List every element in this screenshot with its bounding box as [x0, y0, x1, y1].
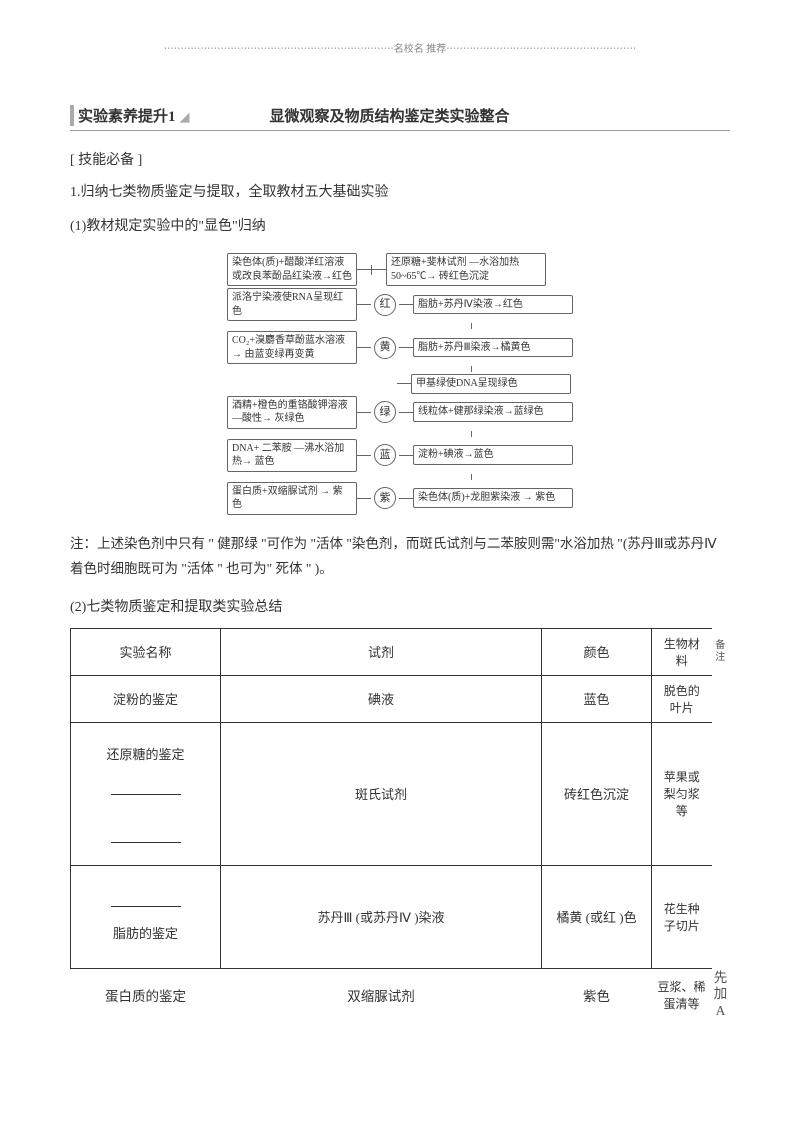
intro-2: (1)教材规定实验中的"显色"归纳 [70, 213, 730, 241]
cell-mat-3: 豆浆、稀蛋清等 [652, 968, 712, 1021]
blank [111, 829, 181, 843]
skill-label: [ 技能必备 ] [70, 149, 730, 169]
diagram-right-6: 染色体(质)+龙胆紫染液 → 紫色 [413, 488, 573, 508]
title-left: 实验素养提升1 [70, 105, 176, 126]
diagram-right-4: 线粒体+健那绿染液→蓝绿色 [413, 402, 573, 422]
cell-reagent-3: 双缩脲试剂 [221, 968, 542, 1021]
cell-note-1 [712, 722, 730, 865]
cell-name-2: 脂肪的鉴定 [71, 865, 221, 968]
cell-name-1: 还原糖的鉴定 [71, 722, 221, 865]
diagram-note: 注：上述染色剂中只有 " 健那绿 "可作为 "活体 "染色剂，而斑氏试剂与二苯胺… [70, 531, 730, 582]
summary-table: 实验名称 试剂 颜色 生物材料 备注 淀粉的鉴定 碘液 蓝色 脱色的叶片 还原糖… [70, 628, 730, 1021]
th-color: 颜色 [542, 628, 652, 675]
title-row: 实验素养提升1 ◢ 显微观察及物质结构鉴定类实验整合 [70, 105, 730, 131]
cell-mat-1: 苹果或梨匀浆等 [652, 722, 712, 865]
diagram-left-2: CO₂+溴麝香草酚蓝水溶液→ 由蓝变绿再变黄 [227, 331, 357, 364]
diagram-right-2: 脂肪+苏丹Ⅲ染液→橘黄色 [413, 338, 573, 358]
table-row: 还原糖的鉴定 斑氏试剂 砖红色沉淀 苹果或梨匀浆等 [71, 722, 730, 865]
page-header: ⋯⋯⋯⋯⋯⋯⋯⋯⋯⋯⋯⋯⋯⋯⋯⋯⋯⋯⋯⋯⋯⋯⋯名校名 推荐⋯⋯⋯⋯⋯⋯⋯⋯⋯⋯⋯… [70, 40, 730, 55]
cell-color-3: 紫色 [542, 968, 652, 1021]
diagram-right-5: 淀粉+碘液→蓝色 [413, 445, 573, 465]
circle-green: 绿 [374, 401, 396, 423]
th-reagent: 试剂 [221, 628, 542, 675]
diagram-left-1: 派洛宁染液使RNA呈现红色 [227, 288, 357, 321]
th-notes: 备注 [712, 628, 730, 675]
color-diagram: 染色体(质)+醋酸洋红溶液或改良苯酚品红染液→红色 还原糖+斐林试剂 —水浴加热… [70, 251, 730, 517]
table-row-last: 蛋白质的鉴定 双缩脲试剂 紫色 豆浆、稀蛋清等 先加A [71, 968, 730, 1021]
table-row: 脂肪的鉴定 苏丹Ⅲ (或苏丹Ⅳ )染液 橘黄 (或红 )色 花生种子切片 [71, 865, 730, 968]
diagram-right-0: 还原糖+斐林试剂 —水浴加热50~65℃→ 砖红色沉淀 [386, 253, 546, 286]
cell-mat-0: 脱色的叶片 [652, 675, 712, 722]
title-decoration-right: ◢ [180, 109, 190, 125]
table-row: 淀粉的鉴定 碘液 蓝色 脱色的叶片 [71, 675, 730, 722]
diagram-left-4: DNA+ 二苯胺 —沸水浴加热→ 蓝色 [227, 439, 357, 472]
th-name: 实验名称 [71, 628, 221, 675]
diagram-right-1: 脂肪+苏丹Ⅳ染液→红色 [413, 295, 573, 315]
cell-color-1: 砖红色沉淀 [542, 722, 652, 865]
th-material: 生物材料 [652, 628, 712, 675]
intro-1: 1.归纳七类物质鉴定与提取，全取教材五大基础实验 [70, 179, 730, 207]
blank [111, 893, 181, 907]
cell-note-3: 先加A [712, 968, 730, 1021]
title-right: 显微观察及物质结构鉴定类实验整合 [270, 105, 510, 126]
table-header-row: 实验名称 试剂 颜色 生物材料 备注 [71, 628, 730, 675]
diagram-left-3: 酒精+橙色的重铬酸钾溶液 —酸性→ 灰绿色 [227, 396, 357, 429]
circle-blue: 蓝 [374, 444, 396, 466]
intro-3: (2)七类物质鉴定和提取类实验总结 [70, 594, 730, 622]
circle-red: 红 [374, 294, 396, 316]
diagram-left-5: 蛋白质+双缩脲试剂 → 紫色 [227, 482, 357, 515]
diagram-right-3: 甲基绿使DNA呈现绿色 [411, 374, 571, 394]
cell-mat-2: 花生种子切片 [652, 865, 712, 968]
blank [111, 781, 181, 795]
cell-note-2 [712, 865, 730, 968]
cell-reagent-1: 斑氏试剂 [221, 722, 542, 865]
cell-reagent-0: 碘液 [221, 675, 542, 722]
cell-name-3: 蛋白质的鉴定 [71, 968, 221, 1021]
cell-color-2: 橘黄 (或红 )色 [542, 865, 652, 968]
circle-purple: 紫 [374, 487, 396, 509]
cell-note-0 [712, 675, 730, 722]
cell-color-0: 蓝色 [542, 675, 652, 722]
cell-name-0: 淀粉的鉴定 [71, 675, 221, 722]
cell-reagent-2: 苏丹Ⅲ (或苏丹Ⅳ )染液 [221, 865, 542, 968]
circle-yellow: 黄 [374, 337, 396, 359]
diagram-left-0: 染色体(质)+醋酸洋红溶液或改良苯酚品红染液→红色 [227, 253, 357, 286]
